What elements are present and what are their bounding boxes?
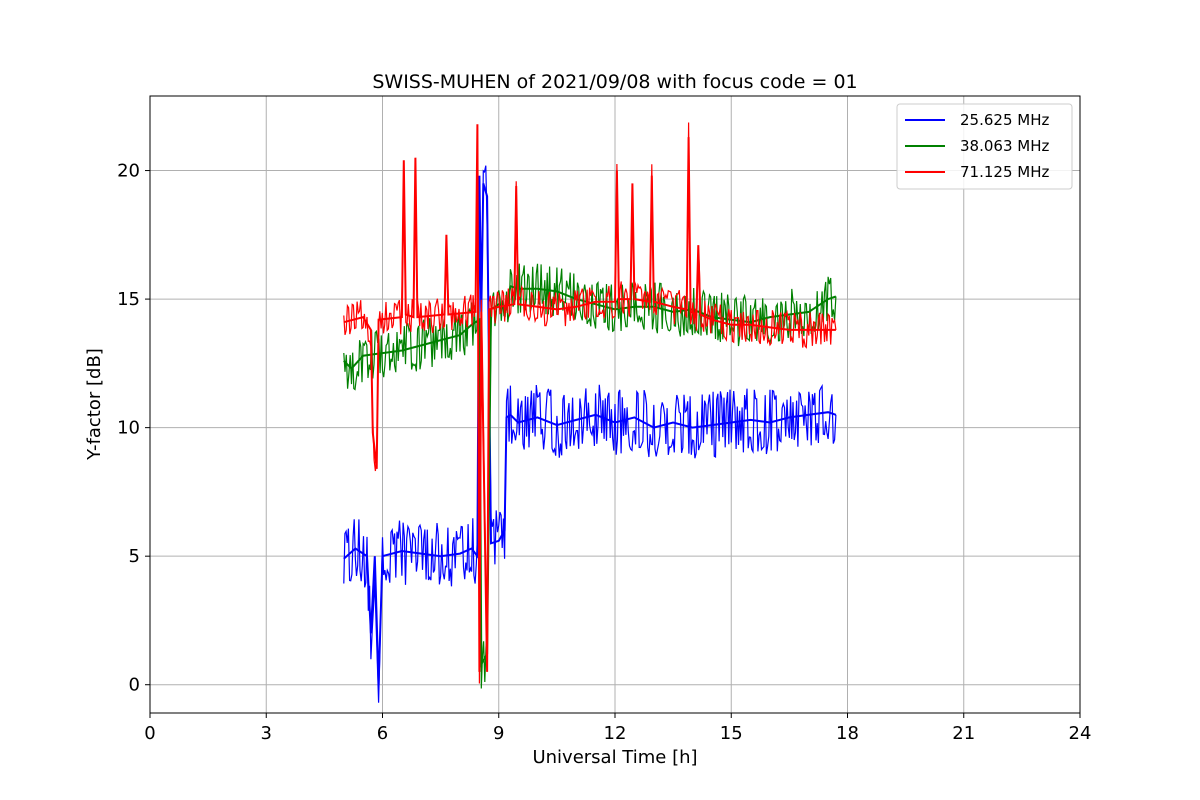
series-2-noise <box>343 263 837 689</box>
x-tick-label-5: 15 <box>720 723 743 744</box>
series-layer <box>343 122 837 703</box>
ticks-layer: 0 3 6 9 12 15 18 21 24 0 5 10 15 20 <box>117 161 1091 744</box>
legend-box <box>896 103 1073 190</box>
x-tick-label-8: 24 <box>1069 723 1092 744</box>
x-tick-label-6: 18 <box>836 723 859 744</box>
series-3-line <box>343 124 836 672</box>
y-tick-label-3: 15 <box>117 289 140 310</box>
series-1-noise <box>343 165 837 703</box>
legend-label-2: 38.063 MHz <box>960 137 1049 155</box>
legend-label-3: 71.125 MHz <box>960 163 1049 181</box>
x-tick-label-7: 21 <box>952 723 975 744</box>
y-tick-label-0: 0 <box>129 675 140 696</box>
series-3-noise <box>343 122 837 684</box>
series-3 <box>343 122 837 684</box>
y-tick-label-4: 20 <box>117 161 140 182</box>
x-tick-label-2: 6 <box>377 723 388 744</box>
x-tick-label-1: 3 <box>261 723 272 744</box>
y-tick-label-2: 10 <box>117 418 140 439</box>
series-1 <box>343 165 837 703</box>
legend: 25.625 MHz 38.063 MHz 71.125 MHz <box>896 103 1073 190</box>
series-1-line <box>343 175 837 685</box>
x-tick-label-0: 0 <box>144 723 155 744</box>
x-tick-label-4: 12 <box>604 723 627 744</box>
y-axis-label: Y-factor [dB] <box>84 348 105 461</box>
legend-label-1: 25.625 MHz <box>960 111 1049 129</box>
y-tick-label-1: 5 <box>129 546 140 567</box>
x-axis-label: Universal Time [h] <box>532 747 697 768</box>
chart-title: SWISS-MUHEN of 2021/09/08 with focus cod… <box>372 71 857 93</box>
x-tick-label-3: 9 <box>493 723 504 744</box>
